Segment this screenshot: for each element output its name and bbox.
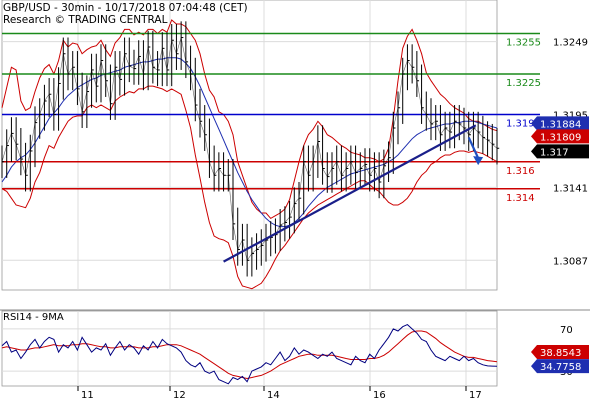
price-ytick-partial: 1.3195	[553, 111, 588, 122]
rsi-badge-1-text: 34.7758	[540, 362, 581, 373]
rsi-panel-frame	[1, 310, 498, 387]
level-layer: 1.3255 1.3225 1.3195 1.316 1.314	[2, 32, 541, 204]
price-badge-2-box	[531, 144, 589, 159]
level-label-1.3225: 1.3225	[506, 78, 541, 89]
chart-subtitle: Research © TRADING CENTRAL	[3, 14, 168, 26]
bollinger-lower-line	[1, 85, 498, 290]
support-trendline	[223, 124, 477, 263]
series-layer	[1, 21, 500, 277]
price-badge-1-text: 1.31809	[540, 132, 581, 143]
badge-layer: 1.31884 1.31809 1.317 38.8543 34.7758	[531, 116, 589, 374]
chart-title: GBP/USD - 30min - 10/17/2018 07:04:48 (C…	[3, 2, 248, 14]
rsi-ytick-0: 70	[560, 325, 573, 336]
rsi-badge-1-box	[531, 359, 589, 374]
price-badge-2-text: 1.317	[540, 147, 569, 158]
bollinger-layer	[1, 19, 498, 290]
xtick-label-2: 14	[267, 390, 280, 400]
xtick-label-3: 16	[373, 390, 386, 400]
price-badge-0-text: 1.31884	[540, 119, 581, 130]
rsi-panel-label: RSI14 - 9MA	[3, 312, 64, 323]
price-ytick-0: 1.3249	[553, 38, 588, 49]
level-label-1.3195: 1.3195	[506, 119, 541, 130]
level-label-1.314: 1.314	[506, 193, 535, 204]
xtick-label-4: 17	[469, 390, 482, 400]
xtick-label-1: 12	[173, 390, 186, 400]
price-ytick-1: 1.3141	[553, 183, 588, 194]
price-ytick-2: 1.3087	[553, 256, 588, 267]
forecast-arrow-shaft	[467, 136, 480, 159]
level-label-1.316: 1.316	[506, 166, 535, 177]
forecast-arrow-head	[473, 156, 484, 166]
price-badge-1-box	[531, 129, 589, 144]
level-label-1.3255: 1.3255	[506, 38, 541, 49]
rsi-layer	[1, 324, 498, 385]
price-badge-0-box	[531, 116, 589, 131]
moving-average-line	[1, 57, 498, 228]
xtick-label-0: 11	[81, 390, 94, 400]
price-close-line	[1, 37, 498, 262]
rsi-line	[1, 324, 498, 385]
rsi-badge-0-box	[531, 345, 589, 359]
rsi-badge-0-text: 38.8543	[540, 348, 581, 359]
